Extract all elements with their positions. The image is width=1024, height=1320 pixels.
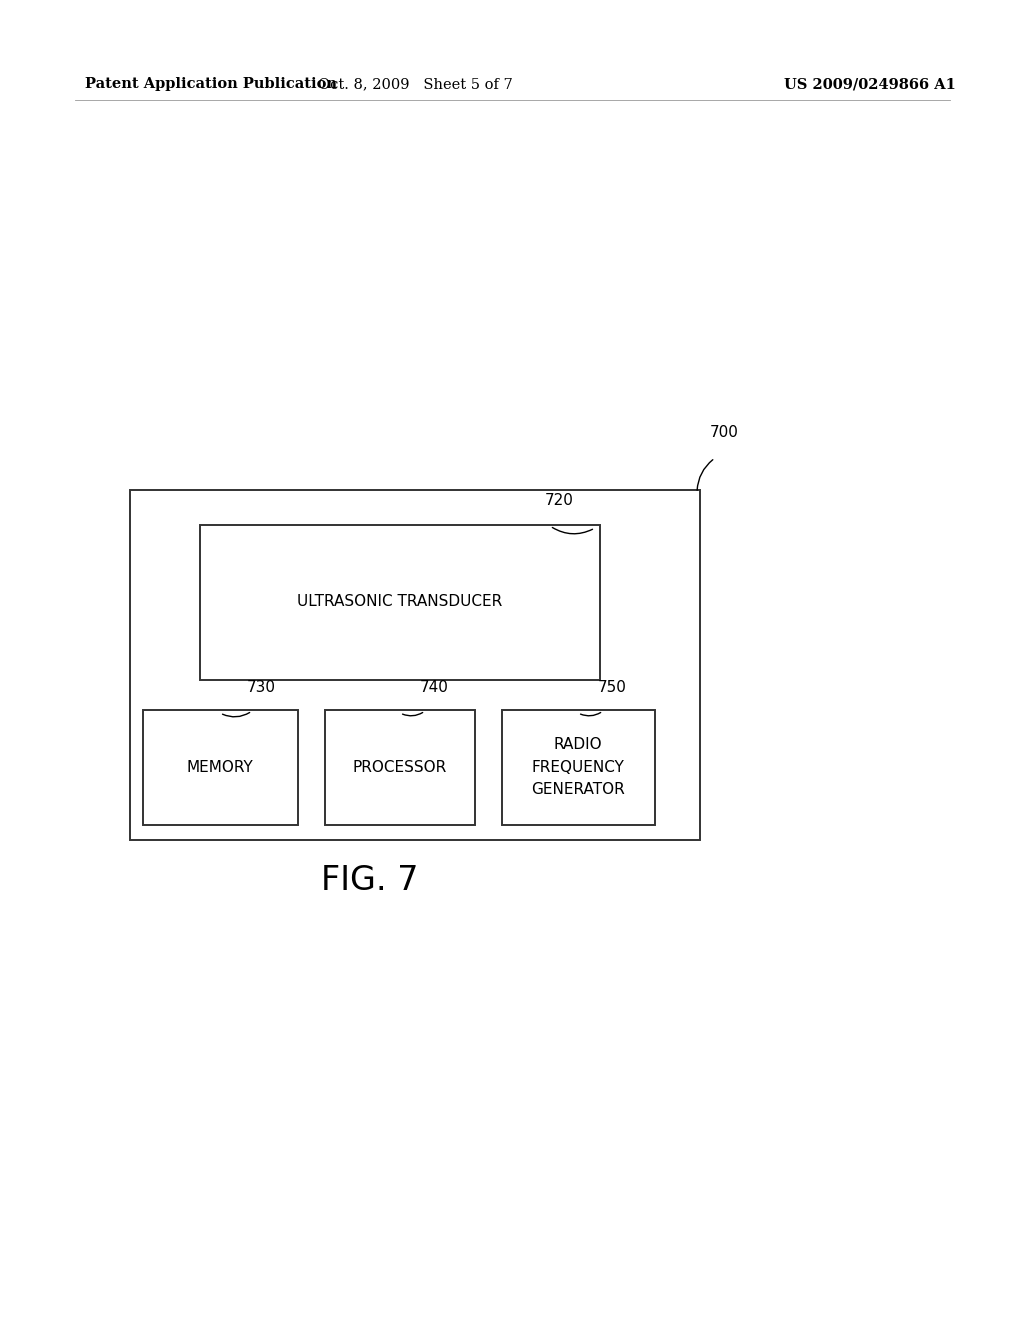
Text: MEMORY: MEMORY [186, 759, 253, 775]
Bar [325, 710, 475, 825]
Text: Patent Application Publication: Patent Application Publication [85, 77, 337, 91]
Bar [502, 710, 655, 825]
Text: PROCESSOR: PROCESSOR [353, 759, 447, 775]
Text: 740: 740 [420, 680, 449, 696]
Text: 750: 750 [598, 680, 627, 696]
Text: Oct. 8, 2009   Sheet 5 of 7: Oct. 8, 2009 Sheet 5 of 7 [317, 77, 512, 91]
Text: FIG. 7: FIG. 7 [322, 863, 419, 896]
Text: RADIO
FREQUENCY
GENERATOR: RADIO FREQUENCY GENERATOR [531, 738, 625, 797]
Text: US 2009/0249866 A1: US 2009/0249866 A1 [784, 77, 956, 91]
Text: 700: 700 [710, 425, 739, 440]
Bar [130, 490, 700, 840]
Text: ULTRASONIC TRANSDUCER: ULTRASONIC TRANSDUCER [297, 594, 503, 610]
Text: 720: 720 [545, 492, 573, 508]
Bar [200, 525, 600, 680]
Bar [143, 710, 298, 825]
Text: 730: 730 [247, 680, 276, 696]
